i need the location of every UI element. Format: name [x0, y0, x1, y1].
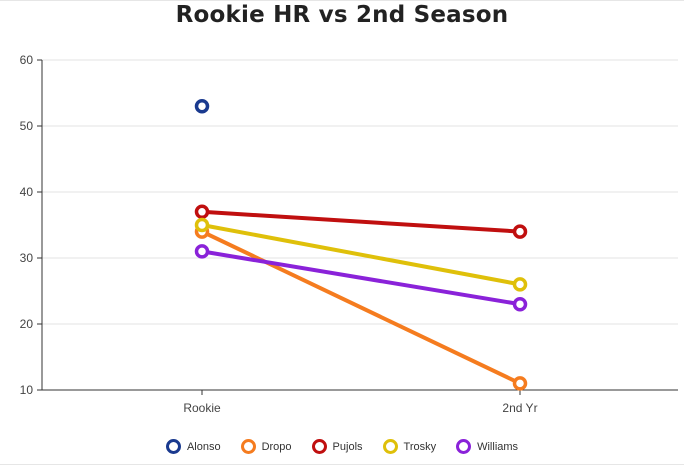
y-tick-label: 20 — [20, 317, 34, 331]
x-tick-label: 2nd Yr — [502, 401, 537, 415]
data-point-trosky — [194, 217, 210, 233]
data-point-trosky — [512, 277, 528, 292]
data-point-williams — [194, 244, 210, 259]
top-border — [0, 0, 684, 1]
x-tick-label: Rookie — [183, 401, 221, 415]
series-line-dropo — [200, 229, 522, 386]
legend-marker — [382, 439, 398, 454]
series-line-pujols — [200, 209, 522, 234]
legend-label: Dropo — [261, 440, 292, 453]
legend-label: Alonso — [186, 440, 221, 453]
data-point-dropo — [512, 376, 528, 391]
legend-item-trosky[interactable]: Trosky — [382, 439, 437, 454]
y-tick-label: 40 — [20, 185, 34, 199]
data-point-williams — [512, 296, 528, 312]
legend-marker — [456, 439, 472, 454]
y-tick-label: 10 — [20, 383, 34, 397]
series-line-trosky — [200, 223, 522, 287]
legend-marker — [165, 439, 181, 454]
legend-item-williams[interactable]: Williams — [456, 439, 518, 454]
data-point-pujols — [194, 204, 210, 220]
y-tick-label: 30 — [20, 251, 34, 265]
series-line-williams — [200, 249, 522, 307]
data-point-pujols — [512, 224, 528, 239]
legend-marker — [311, 439, 327, 454]
legend-label: Pujols — [332, 440, 363, 453]
chart-legend: Alonso Dropo Pujols Trosky Williams — [0, 439, 684, 454]
data-point-alonso — [194, 98, 210, 114]
y-tick-label: 60 — [20, 53, 34, 67]
legend-item-pujols[interactable]: Pujols — [311, 439, 363, 454]
legend-label: Trosky — [403, 440, 437, 453]
legend-item-alonso[interactable]: Alonso — [165, 439, 221, 454]
chart-title: Rookie HR vs 2nd Season — [175, 2, 509, 28]
legend-marker — [240, 439, 256, 454]
legend-label: Williams — [477, 440, 519, 453]
legend-item-dropo[interactable]: Dropo — [240, 439, 292, 454]
y-tick-label: 50 — [20, 119, 34, 133]
bottom-border — [0, 464, 684, 465]
